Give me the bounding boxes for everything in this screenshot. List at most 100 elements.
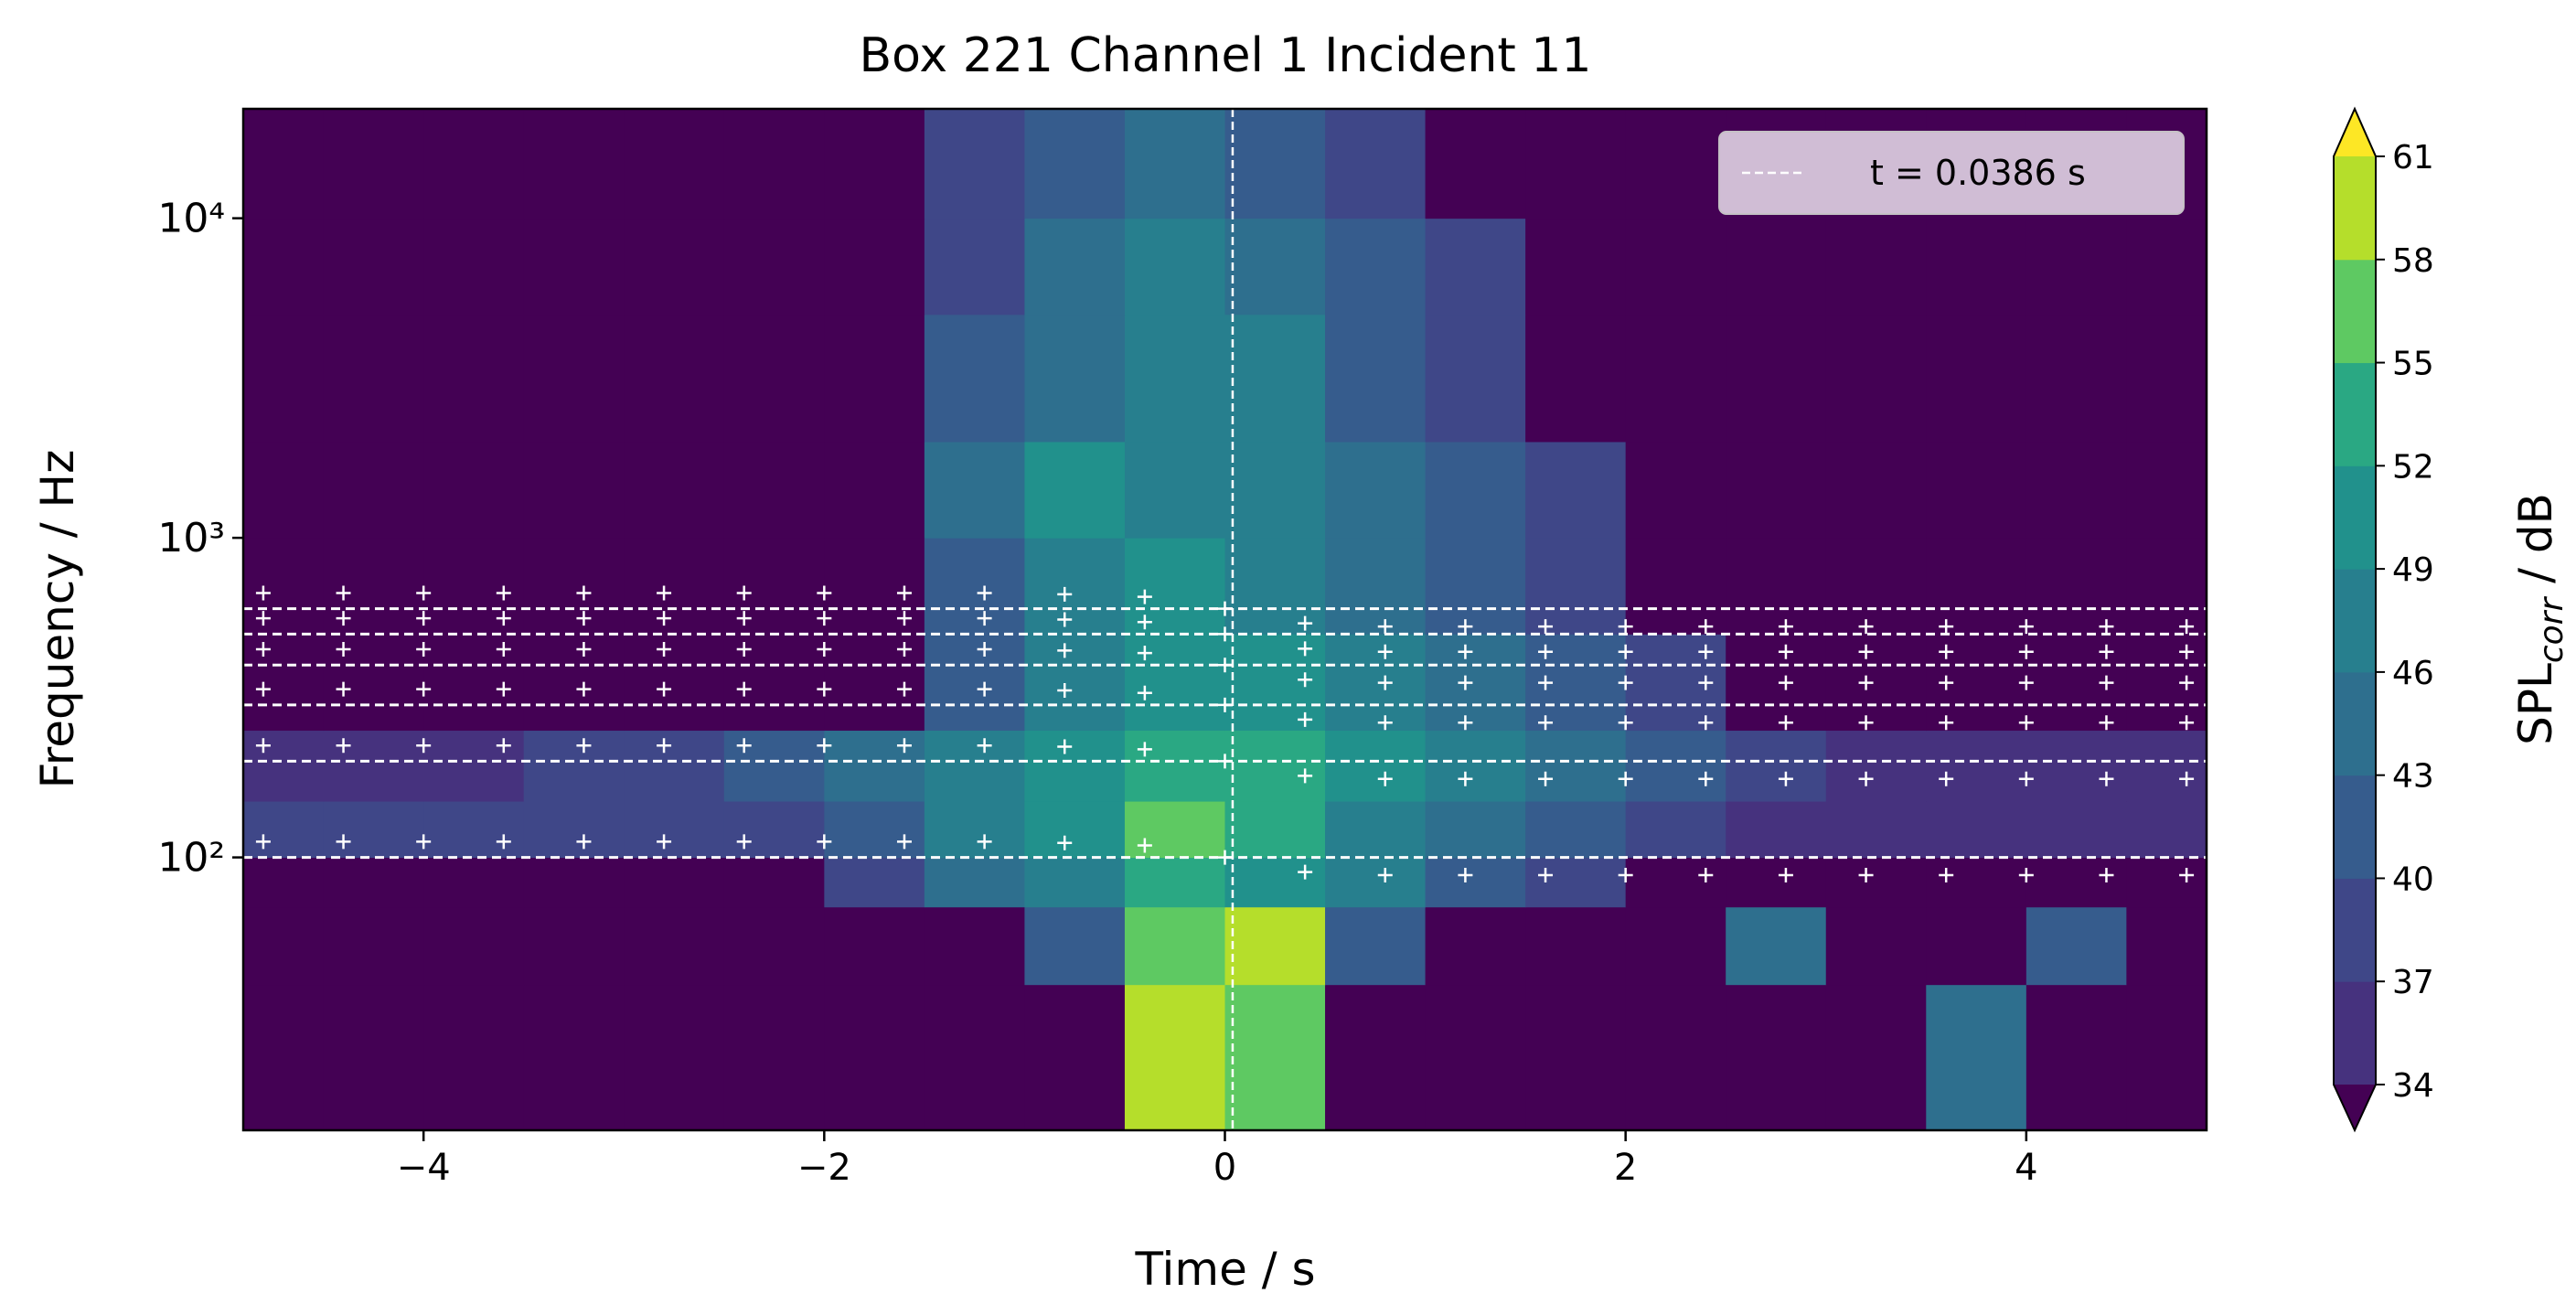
field-cell (1024, 314, 1126, 443)
field-cell (1726, 634, 1827, 732)
colorbar-band (2334, 156, 2376, 261)
track-marker (1377, 868, 1393, 883)
track-marker (1538, 644, 1554, 659)
field-cell (1625, 906, 1726, 986)
track-marker (2099, 675, 2114, 690)
track-marker (1458, 619, 1473, 635)
field-cell (423, 314, 525, 443)
field-cell (1124, 906, 1225, 986)
x-tick-label: 2 (1614, 1147, 1637, 1189)
track-marker (817, 642, 832, 657)
field-cell (2026, 538, 2127, 635)
track-marker (1939, 715, 1954, 731)
colorbar-tick-label: 49 (2392, 551, 2434, 589)
track-marker (416, 611, 432, 626)
field-cell (323, 314, 424, 443)
track-marker (1858, 675, 1874, 690)
field-cell (2126, 634, 2207, 732)
axes: −4 −2 0 2 4 10² 10³ 10⁴ t = 0.0386 s (157, 107, 2208, 1189)
field-cell (1425, 441, 1526, 539)
track-marker (255, 681, 271, 697)
field-cell (924, 906, 1025, 986)
field-cell (824, 218, 925, 315)
track-marker (896, 642, 912, 657)
track-marker (1618, 771, 1633, 786)
field-cell (2026, 314, 2127, 443)
colorbar-tick-label: 52 (2392, 448, 2434, 486)
field-cell (1825, 984, 1927, 1130)
field-cell (1525, 538, 1627, 635)
field-cell (924, 634, 1025, 732)
field-cell (523, 314, 625, 443)
field-cell (1625, 218, 1726, 315)
field-cell (624, 441, 725, 539)
track-marker (576, 834, 592, 850)
track-marker (1298, 768, 1313, 784)
track-marker (1217, 626, 1233, 642)
field-cell (723, 314, 825, 443)
track-marker (977, 611, 992, 626)
field-cell (1525, 801, 1627, 859)
field-cell (243, 218, 325, 315)
field-cell (243, 538, 325, 635)
field-cell (924, 314, 1025, 443)
field-cell (1024, 984, 1126, 1130)
field-cell (1024, 218, 1126, 315)
track-marker (1618, 868, 1633, 883)
field-cell (723, 218, 825, 315)
field-cell (1325, 538, 1427, 635)
track-marker (1538, 868, 1554, 883)
track-marker (255, 834, 271, 850)
track-marker (736, 642, 752, 657)
track-marker (496, 738, 511, 754)
field-cell (1124, 218, 1225, 315)
track-marker (1698, 715, 1714, 731)
field-cell (1224, 730, 1326, 802)
track-marker (1858, 715, 1874, 731)
field-cell (423, 906, 525, 986)
track-marker (336, 834, 351, 850)
field-cell (624, 538, 725, 635)
track-marker (736, 611, 752, 626)
field-cell (423, 538, 525, 635)
track-marker (977, 681, 992, 697)
field-cell (1926, 538, 2027, 635)
field-cell (1425, 857, 1526, 908)
field-cell (1726, 314, 1827, 443)
track-marker (1778, 771, 1793, 786)
field-cell (824, 801, 925, 859)
track-marker (1939, 868, 1954, 883)
track-marker (2099, 644, 2114, 659)
track-marker (1698, 619, 1714, 635)
track-marker (1458, 644, 1473, 659)
track-marker (1458, 868, 1473, 883)
field-cell (2026, 441, 2127, 539)
field-cell (1024, 538, 1126, 635)
field-cell (1124, 801, 1225, 859)
track-marker (1538, 619, 1554, 635)
track-marker (576, 681, 592, 697)
field-cell (1726, 538, 1827, 635)
field-cell (1224, 634, 1326, 732)
field-cell (1625, 801, 1726, 859)
field-cell (1425, 634, 1526, 732)
field-cell (523, 730, 625, 802)
track-marker (1778, 619, 1793, 635)
field-cell (1325, 218, 1427, 315)
track-marker (1778, 715, 1793, 731)
field-cell (1625, 857, 1726, 908)
field-cell (2126, 906, 2207, 986)
field-cell (1325, 441, 1427, 539)
field-cell (1325, 906, 1427, 986)
track-marker (2179, 619, 2195, 635)
colorbar-tick-label: 61 (2392, 139, 2434, 176)
field-cell (924, 441, 1025, 539)
colorbar-tick-label: 55 (2392, 346, 2434, 383)
field-cell (1726, 857, 1827, 908)
field-cell (1625, 538, 1726, 635)
field-cell (1825, 801, 1927, 859)
track-marker (2018, 715, 2034, 731)
colorbar-band (2334, 671, 2376, 776)
track-marker (1618, 715, 1633, 731)
field-cell (924, 730, 1025, 802)
